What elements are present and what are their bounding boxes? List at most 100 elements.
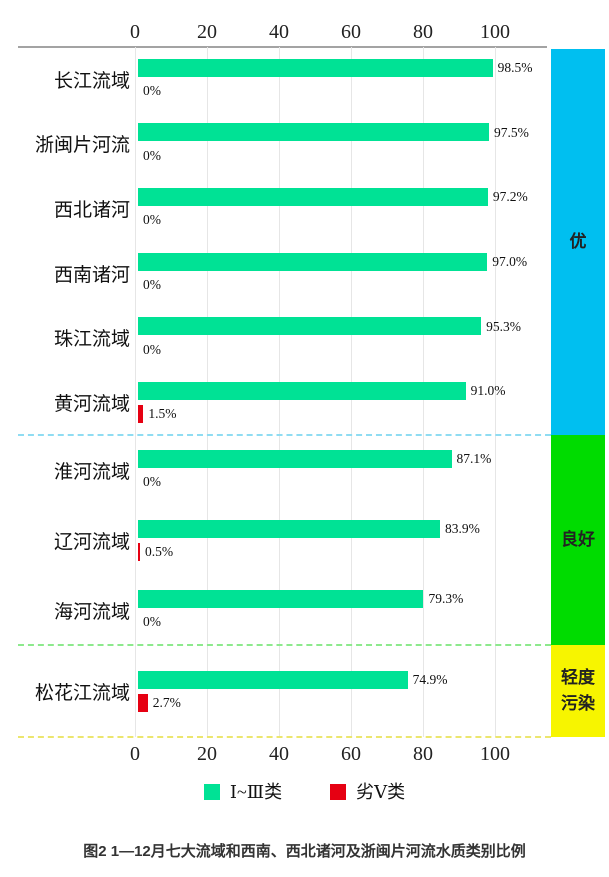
bar-pair: 95.3% 0% [138,317,551,358]
quality-band-label: 轻度污染 [561,667,595,713]
bar-line-bad: 0% [138,473,551,491]
legend-swatch-good [203,784,220,800]
bar-good [138,589,424,608]
quality-band-label: 良好 [561,529,595,549]
bar-bad [138,405,144,424]
value-label-bad: 1.5% [148,406,177,422]
bar-good [138,449,452,468]
top-axis-line [18,46,547,48]
bar-line-good: 98.5% [138,58,551,77]
bar-good [138,670,408,689]
category-label: 黄河流域 [53,394,130,416]
axis-tick-label-bottom: 0 [130,743,140,765]
value-label-bad: 0% [143,212,161,228]
axis-tick-label-bottom: 100 [480,743,510,765]
quality-band-label: 优 [569,231,587,251]
legend-item-good: Ⅰ~Ⅲ类 [203,782,283,802]
value-label-good: 74.9% [412,671,448,687]
category-row: 长江流域 98.5% 0% [0,58,551,100]
bar-good [138,317,482,336]
value-label-bad: 0% [143,147,161,163]
bar-pair: 83.9% 0.5% [138,519,551,561]
quality-band: 轻度污染 [551,645,605,737]
bar-good [138,519,441,538]
category-row: 珠江流域 95.3% 0% [0,317,551,358]
band-separator-line [18,736,551,738]
category-label: 西南诸河 [53,264,130,286]
bar-pair: 74.9% 2.7% [138,670,551,712]
axis-tick-label-top: 20 [197,21,217,43]
axis-tick-label-bottom: 20 [197,743,217,765]
bar-line-bad: 0.5% [138,542,551,561]
bar-pair: 79.3% 0% [138,589,551,631]
axis-tick-label-bottom: 40 [269,743,289,765]
category-label: 长江流域 [53,70,130,92]
band-separator-line [18,644,551,646]
category-label: 海河流域 [53,601,130,623]
value-label-bad: 0% [143,83,161,99]
band-section: 松花江流域 74.9% 2.7% [0,645,551,737]
grid-line [495,47,496,737]
bar-line-good: 95.3% [138,317,551,336]
bar-pair: 97.2% 0% [138,188,551,229]
band-separator-line [18,434,551,436]
value-label-good: 97.0% [492,254,528,270]
bar-line-bad: 1.5% [138,405,551,424]
category-label: 松花江流域 [34,682,130,704]
category-label: 淮河流域 [53,461,130,483]
bar-good [138,58,493,77]
value-label-good: 97.5% [494,124,529,140]
band-section: 长江流域 98.5% 0% 浙闽片河流 97.5% 0% 西北诸河 [0,47,551,435]
value-label-good: 95.3% [486,318,521,334]
bar-good [138,123,489,142]
axis-tick-label-top: 100 [480,21,510,43]
bar-line-bad: 0% [138,146,551,164]
quality-band: 优 [551,49,605,435]
category-label: 珠江流域 [53,329,130,351]
bar-good [138,188,488,207]
category-row: 松花江流域 74.9% 2.7% [0,670,551,712]
value-label-bad: 0% [143,473,161,489]
category-label: 西北诸河 [53,200,130,222]
bar-line-good: 97.5% [138,123,551,142]
bar-line-good: 83.9% [138,519,551,538]
legend-swatch-bad [330,784,347,800]
figure-caption: 图2 1—12月七大流域和西南、西北诸河及浙闽片河流水质类别比例 [83,843,526,860]
bar-bad [138,693,148,712]
bar-line-good: 97.2% [138,188,551,207]
bar-line-good: 87.1% [138,449,551,468]
bar-line-bad: 2.7% [138,693,551,712]
axis-tick-label-top: 40 [269,21,289,43]
axis-tick-label-top: 60 [341,21,361,43]
bar-pair: 98.5% 0% [138,58,551,100]
value-label-good: 79.3% [428,590,464,606]
legend-item-bad: 劣Ⅴ类 [330,783,405,801]
category-label: 辽河流域 [53,531,130,553]
legend-label-good: Ⅰ~Ⅲ类 [229,782,283,802]
bar-good [138,252,488,271]
bar-pair: 87.1% 0% [138,449,551,491]
category-row: 西南诸河 97.0% 0% [0,252,551,294]
bar-line-bad: 0% [138,211,551,229]
bar-good [138,382,466,401]
category-row: 黄河流域 91.0% 1.5% [0,382,551,424]
value-label-bad: 2.7% [152,694,181,710]
value-label-bad: 0% [143,341,161,357]
bar-line-bad: 0% [138,613,551,631]
value-label-good: 97.2% [492,189,528,205]
quality-band-column: 优良好 轻度污染 [551,49,605,737]
value-label-good: 91.0% [470,383,506,399]
value-label-bad: 0% [143,277,161,293]
category-row: 浙闽片河流 97.5% 0% [0,123,551,164]
plot-area: 0 0 20 20 40 40 60 60 80 80 100 100 长江流域 98.5% 0% 浙… [0,21,551,765]
bar-line-good: 74.9% [138,670,551,689]
value-label-bad: 0% [143,613,161,629]
value-label-good: 87.1% [456,450,492,466]
bar-pair: 97.5% 0% [138,123,551,164]
bar-line-bad: 0% [138,340,551,358]
axis-tick-label-top: 0 [130,21,140,43]
bar-line-good: 79.3% [138,589,551,608]
category-row: 辽河流域 83.9% 0.5% [0,519,551,561]
bar-pair: 97.0% 0% [138,252,551,294]
